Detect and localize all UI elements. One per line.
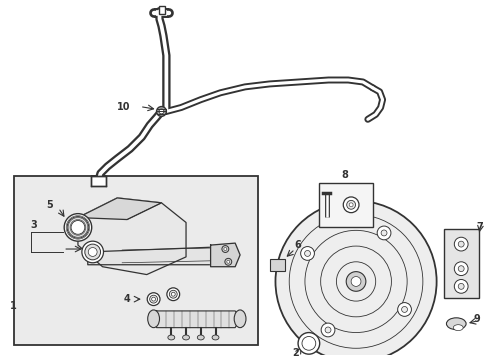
Ellipse shape: [71, 221, 85, 234]
Polygon shape: [151, 311, 240, 328]
Ellipse shape: [167, 288, 180, 301]
Circle shape: [321, 323, 335, 337]
Ellipse shape: [227, 260, 230, 263]
Text: 10: 10: [117, 102, 130, 112]
Text: 6: 6: [294, 240, 301, 250]
Ellipse shape: [168, 335, 175, 340]
Ellipse shape: [302, 337, 316, 350]
Polygon shape: [88, 247, 220, 265]
Circle shape: [305, 251, 311, 256]
Bar: [270, 259, 285, 271]
Ellipse shape: [347, 201, 356, 209]
Ellipse shape: [170, 290, 177, 298]
Circle shape: [325, 327, 331, 333]
Ellipse shape: [67, 217, 89, 238]
Circle shape: [402, 306, 408, 312]
Ellipse shape: [453, 325, 463, 330]
Bar: [91, 176, 106, 186]
Circle shape: [458, 241, 464, 247]
Ellipse shape: [82, 241, 103, 263]
Bar: [444, 229, 479, 298]
Circle shape: [454, 237, 468, 251]
Bar: [14, 176, 258, 345]
Ellipse shape: [222, 246, 229, 252]
Circle shape: [157, 107, 167, 116]
Circle shape: [377, 226, 391, 240]
Ellipse shape: [149, 295, 158, 303]
Ellipse shape: [212, 335, 219, 340]
Polygon shape: [78, 198, 186, 275]
Text: 7: 7: [476, 222, 483, 233]
Text: 5: 5: [47, 200, 53, 210]
Circle shape: [159, 109, 164, 114]
Circle shape: [301, 247, 315, 260]
Circle shape: [275, 201, 437, 360]
Ellipse shape: [85, 244, 100, 260]
Text: 9: 9: [473, 314, 480, 324]
Ellipse shape: [147, 310, 160, 328]
Text: 2: 2: [293, 348, 299, 358]
Ellipse shape: [183, 335, 190, 340]
Ellipse shape: [234, 310, 246, 328]
Ellipse shape: [298, 333, 319, 354]
Circle shape: [398, 302, 412, 316]
Ellipse shape: [197, 335, 204, 340]
Ellipse shape: [349, 203, 353, 207]
Ellipse shape: [151, 297, 156, 301]
Ellipse shape: [64, 213, 92, 241]
Ellipse shape: [446, 318, 466, 330]
Bar: [318, 183, 373, 228]
Circle shape: [458, 266, 464, 272]
Circle shape: [458, 283, 464, 289]
Ellipse shape: [225, 258, 232, 265]
Text: 1: 1: [10, 301, 17, 311]
Ellipse shape: [343, 197, 359, 213]
Polygon shape: [78, 198, 162, 220]
Bar: [159, 6, 166, 14]
Circle shape: [454, 262, 468, 275]
Ellipse shape: [172, 292, 175, 296]
Text: 8: 8: [342, 170, 349, 180]
Circle shape: [454, 279, 468, 293]
Text: 3: 3: [31, 220, 38, 230]
Ellipse shape: [88, 248, 97, 256]
Circle shape: [346, 272, 366, 291]
Text: 4: 4: [123, 294, 130, 304]
Circle shape: [381, 230, 387, 236]
Polygon shape: [211, 243, 240, 267]
Circle shape: [351, 276, 361, 286]
Ellipse shape: [224, 248, 227, 251]
Ellipse shape: [147, 293, 160, 306]
